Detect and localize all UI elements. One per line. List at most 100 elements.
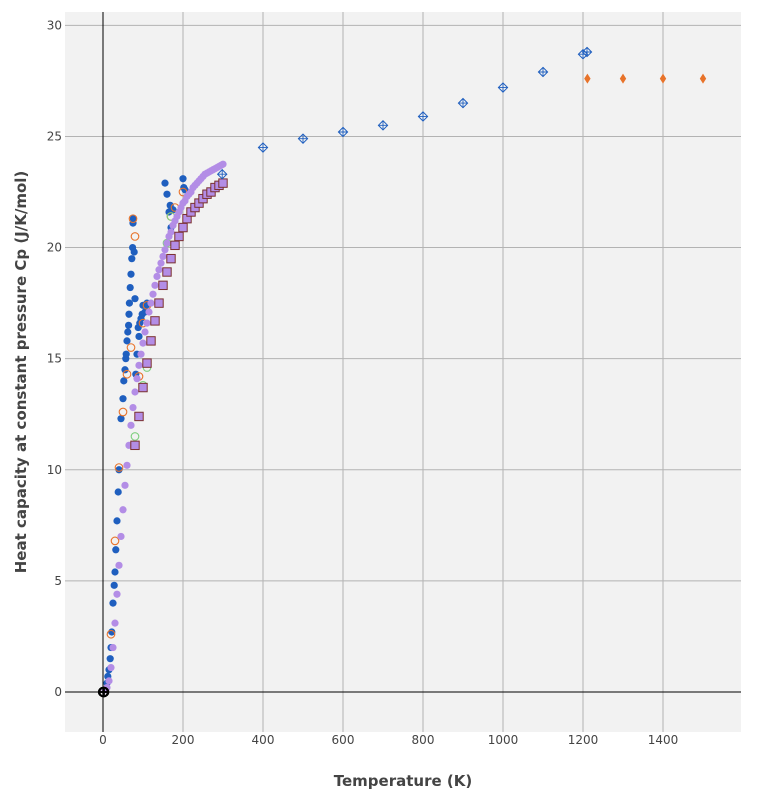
- data-point: [110, 581, 118, 589]
- marker-shape: [113, 517, 121, 525]
- marker-shape: [124, 328, 132, 336]
- data-point: [178, 222, 188, 233]
- data-point: [131, 295, 139, 303]
- data-point: [167, 228, 175, 236]
- marker-shape: [137, 350, 145, 358]
- data-point: [123, 337, 131, 345]
- marker-shape: [174, 231, 184, 242]
- x-tick-label: 800: [412, 733, 435, 747]
- data-point: [170, 240, 180, 251]
- data-point: [111, 619, 119, 627]
- data-point: [117, 532, 125, 541]
- data-point: [125, 321, 133, 329]
- data-point: [119, 506, 127, 514]
- marker-shape: [153, 272, 161, 281]
- data-point: [126, 343, 136, 352]
- marker-shape: [126, 283, 134, 292]
- marker-shape: [114, 463, 124, 472]
- marker-shape: [159, 252, 167, 261]
- y-tick-label: 30: [47, 18, 62, 32]
- marker-shape: [113, 590, 121, 598]
- marker-shape: [297, 133, 309, 144]
- data-point: [537, 66, 549, 78]
- marker-shape: [110, 581, 118, 589]
- data-point: [118, 407, 128, 417]
- x-tick-label: 1400: [648, 733, 679, 747]
- marker-shape: [115, 561, 123, 569]
- marker-shape: [130, 432, 140, 441]
- data-point: [159, 252, 167, 261]
- marker-shape: [161, 246, 169, 254]
- marker-shape: [145, 308, 153, 316]
- data-point: [125, 299, 133, 307]
- data-point: [699, 73, 707, 84]
- data-point: [125, 310, 133, 318]
- data-point: [146, 336, 156, 346]
- plot-background: [65, 12, 741, 732]
- marker-cross: [582, 47, 592, 57]
- data-point: [337, 126, 349, 138]
- marker-shape: [163, 239, 171, 247]
- marker-shape: [121, 481, 129, 489]
- marker-shape: [129, 403, 137, 412]
- marker-cross: [338, 127, 348, 137]
- data-point: [115, 466, 123, 474]
- marker-shape: [162, 267, 172, 277]
- marker-shape: [122, 350, 130, 358]
- data-point: [218, 178, 228, 188]
- marker-shape: [179, 175, 187, 183]
- marker-cross: [99, 687, 109, 697]
- data-point: [134, 411, 144, 422]
- marker-shape: [107, 663, 115, 672]
- marker-shape: [178, 222, 188, 233]
- data-point: [135, 332, 143, 341]
- marker-shape: [125, 321, 133, 329]
- marker-shape: [123, 461, 131, 469]
- data-point: [130, 440, 140, 451]
- marker-shape: [134, 411, 144, 422]
- marker-shape: [110, 536, 120, 546]
- data-point: [114, 488, 122, 496]
- data-point: [130, 232, 140, 241]
- data-point: [149, 290, 157, 298]
- y-tick-label: 0: [54, 685, 62, 699]
- marker-shape: [135, 361, 143, 369]
- marker-shape: [126, 343, 136, 352]
- marker-shape: [117, 415, 125, 423]
- marker-shape: [497, 82, 509, 93]
- marker-shape: [133, 375, 141, 383]
- data-point: [155, 266, 163, 274]
- marker-shape: [135, 332, 143, 341]
- data-point: [141, 328, 149, 336]
- marker-shape: [115, 466, 123, 474]
- x-tick-label: 200: [172, 733, 195, 747]
- marker-shape: [161, 179, 169, 187]
- marker-shape: [619, 73, 627, 84]
- marker-shape: [109, 643, 117, 652]
- data-point: [106, 655, 114, 663]
- y-tick-labels: 0 5 10 15 20 25 30: [47, 18, 62, 699]
- marker-shape: [219, 160, 227, 168]
- data-point: [110, 536, 120, 546]
- data-point: [114, 463, 124, 472]
- data-point: [584, 73, 591, 84]
- marker-shape: [128, 214, 138, 224]
- data-point: [133, 375, 141, 383]
- marker-shape: [112, 546, 120, 554]
- data-point: [377, 120, 389, 131]
- marker-shape: [151, 281, 159, 289]
- marker-shape: [103, 683, 111, 692]
- marker-shape: [138, 382, 148, 393]
- data-point: [161, 246, 169, 254]
- y-tick-label: 20: [47, 241, 62, 255]
- marker-shape: [142, 358, 152, 368]
- data-point: [103, 683, 111, 692]
- marker-shape: [584, 73, 591, 84]
- data-point: [98, 686, 110, 698]
- marker-shape: [154, 298, 164, 308]
- data-point: [154, 298, 164, 308]
- marker-shape: [117, 532, 125, 541]
- data-point: [105, 677, 113, 685]
- data-point: [121, 366, 129, 374]
